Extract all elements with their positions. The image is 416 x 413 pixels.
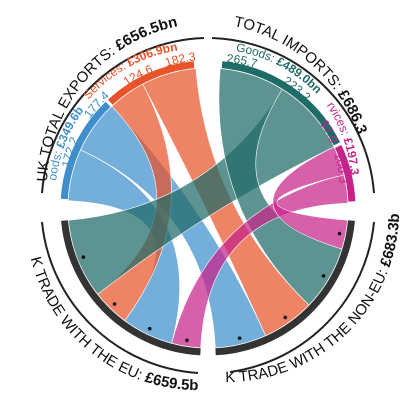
flow-arrow-marker <box>321 274 326 278</box>
flow-arrow-marker <box>147 326 152 331</box>
ribbon-imp-services-to-noneu <box>272 146 348 250</box>
segment-arc-eu <box>61 220 201 356</box>
ribbon-exp-services-to-eu <box>97 83 172 322</box>
flow-arrow-marker <box>237 336 242 341</box>
eu-outer-arc <box>41 221 199 374</box>
segment-arc-noneu <box>215 220 355 356</box>
flow-arrow-marker <box>81 255 86 259</box>
ribbons <box>67 68 349 349</box>
noneu-outer-arc <box>229 221 375 373</box>
value-label-100-3: 100.3 <box>331 151 350 184</box>
imports-outer-arc <box>211 37 375 194</box>
segments <box>60 61 356 356</box>
value-label-265-7: 265.7 <box>226 51 259 71</box>
flow-arrow-marker <box>185 338 189 343</box>
exports-outer-arc <box>41 37 205 194</box>
flow-arrow-marker <box>283 315 288 320</box>
flow-arrow-marker <box>112 302 117 306</box>
ribbon-imp-services-to-eu <box>171 174 349 349</box>
segment-arc-imp-services <box>335 145 356 202</box>
segment-arc-exp-goods <box>60 101 111 200</box>
segment-arc-exp-services <box>107 61 195 105</box>
segment-arc-imp-goods <box>221 61 341 146</box>
flow-arrow-marker <box>337 231 342 236</box>
